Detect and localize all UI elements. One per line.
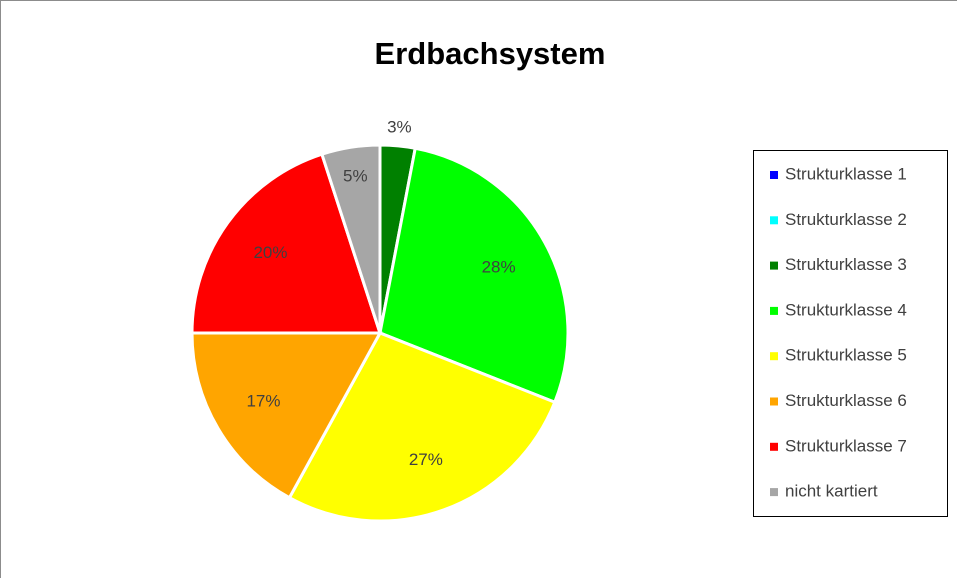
legend-marker (770, 171, 778, 179)
data-label: 20% (253, 243, 287, 262)
pie-slice (378, 146, 570, 405)
legend-label: Strukturklasse 5 (785, 346, 907, 365)
data-label: 5% (343, 167, 368, 186)
legend-marker (770, 442, 778, 451)
pie-slice (190, 331, 383, 500)
legend-label: Strukturklasse 1 (785, 164, 907, 183)
legend-label: Strukturklasse 7 (785, 436, 907, 455)
legend-marker (770, 306, 778, 315)
legend-marker (770, 261, 778, 270)
legend-marker (770, 488, 778, 497)
data-label: 17% (246, 391, 280, 410)
legend-marker (770, 216, 778, 225)
legend-label: Strukturklasse 4 (785, 300, 907, 319)
legend-label: Strukturklasse 2 (785, 210, 907, 229)
chart-title: Erdbachsystem (375, 36, 606, 71)
legend-label: nicht kartiert (785, 482, 878, 501)
legend-marker (770, 352, 778, 361)
legend-label: Strukturklasse 3 (785, 255, 907, 274)
data-label: 27% (409, 450, 443, 469)
data-label: 3% (387, 117, 412, 136)
legend-marker (770, 397, 778, 406)
pie-slice (320, 143, 382, 334)
legend-label: Strukturklasse 6 (785, 391, 907, 410)
pie-slice (190, 152, 383, 335)
legend-box (753, 150, 948, 517)
data-label: 28% (482, 257, 516, 276)
